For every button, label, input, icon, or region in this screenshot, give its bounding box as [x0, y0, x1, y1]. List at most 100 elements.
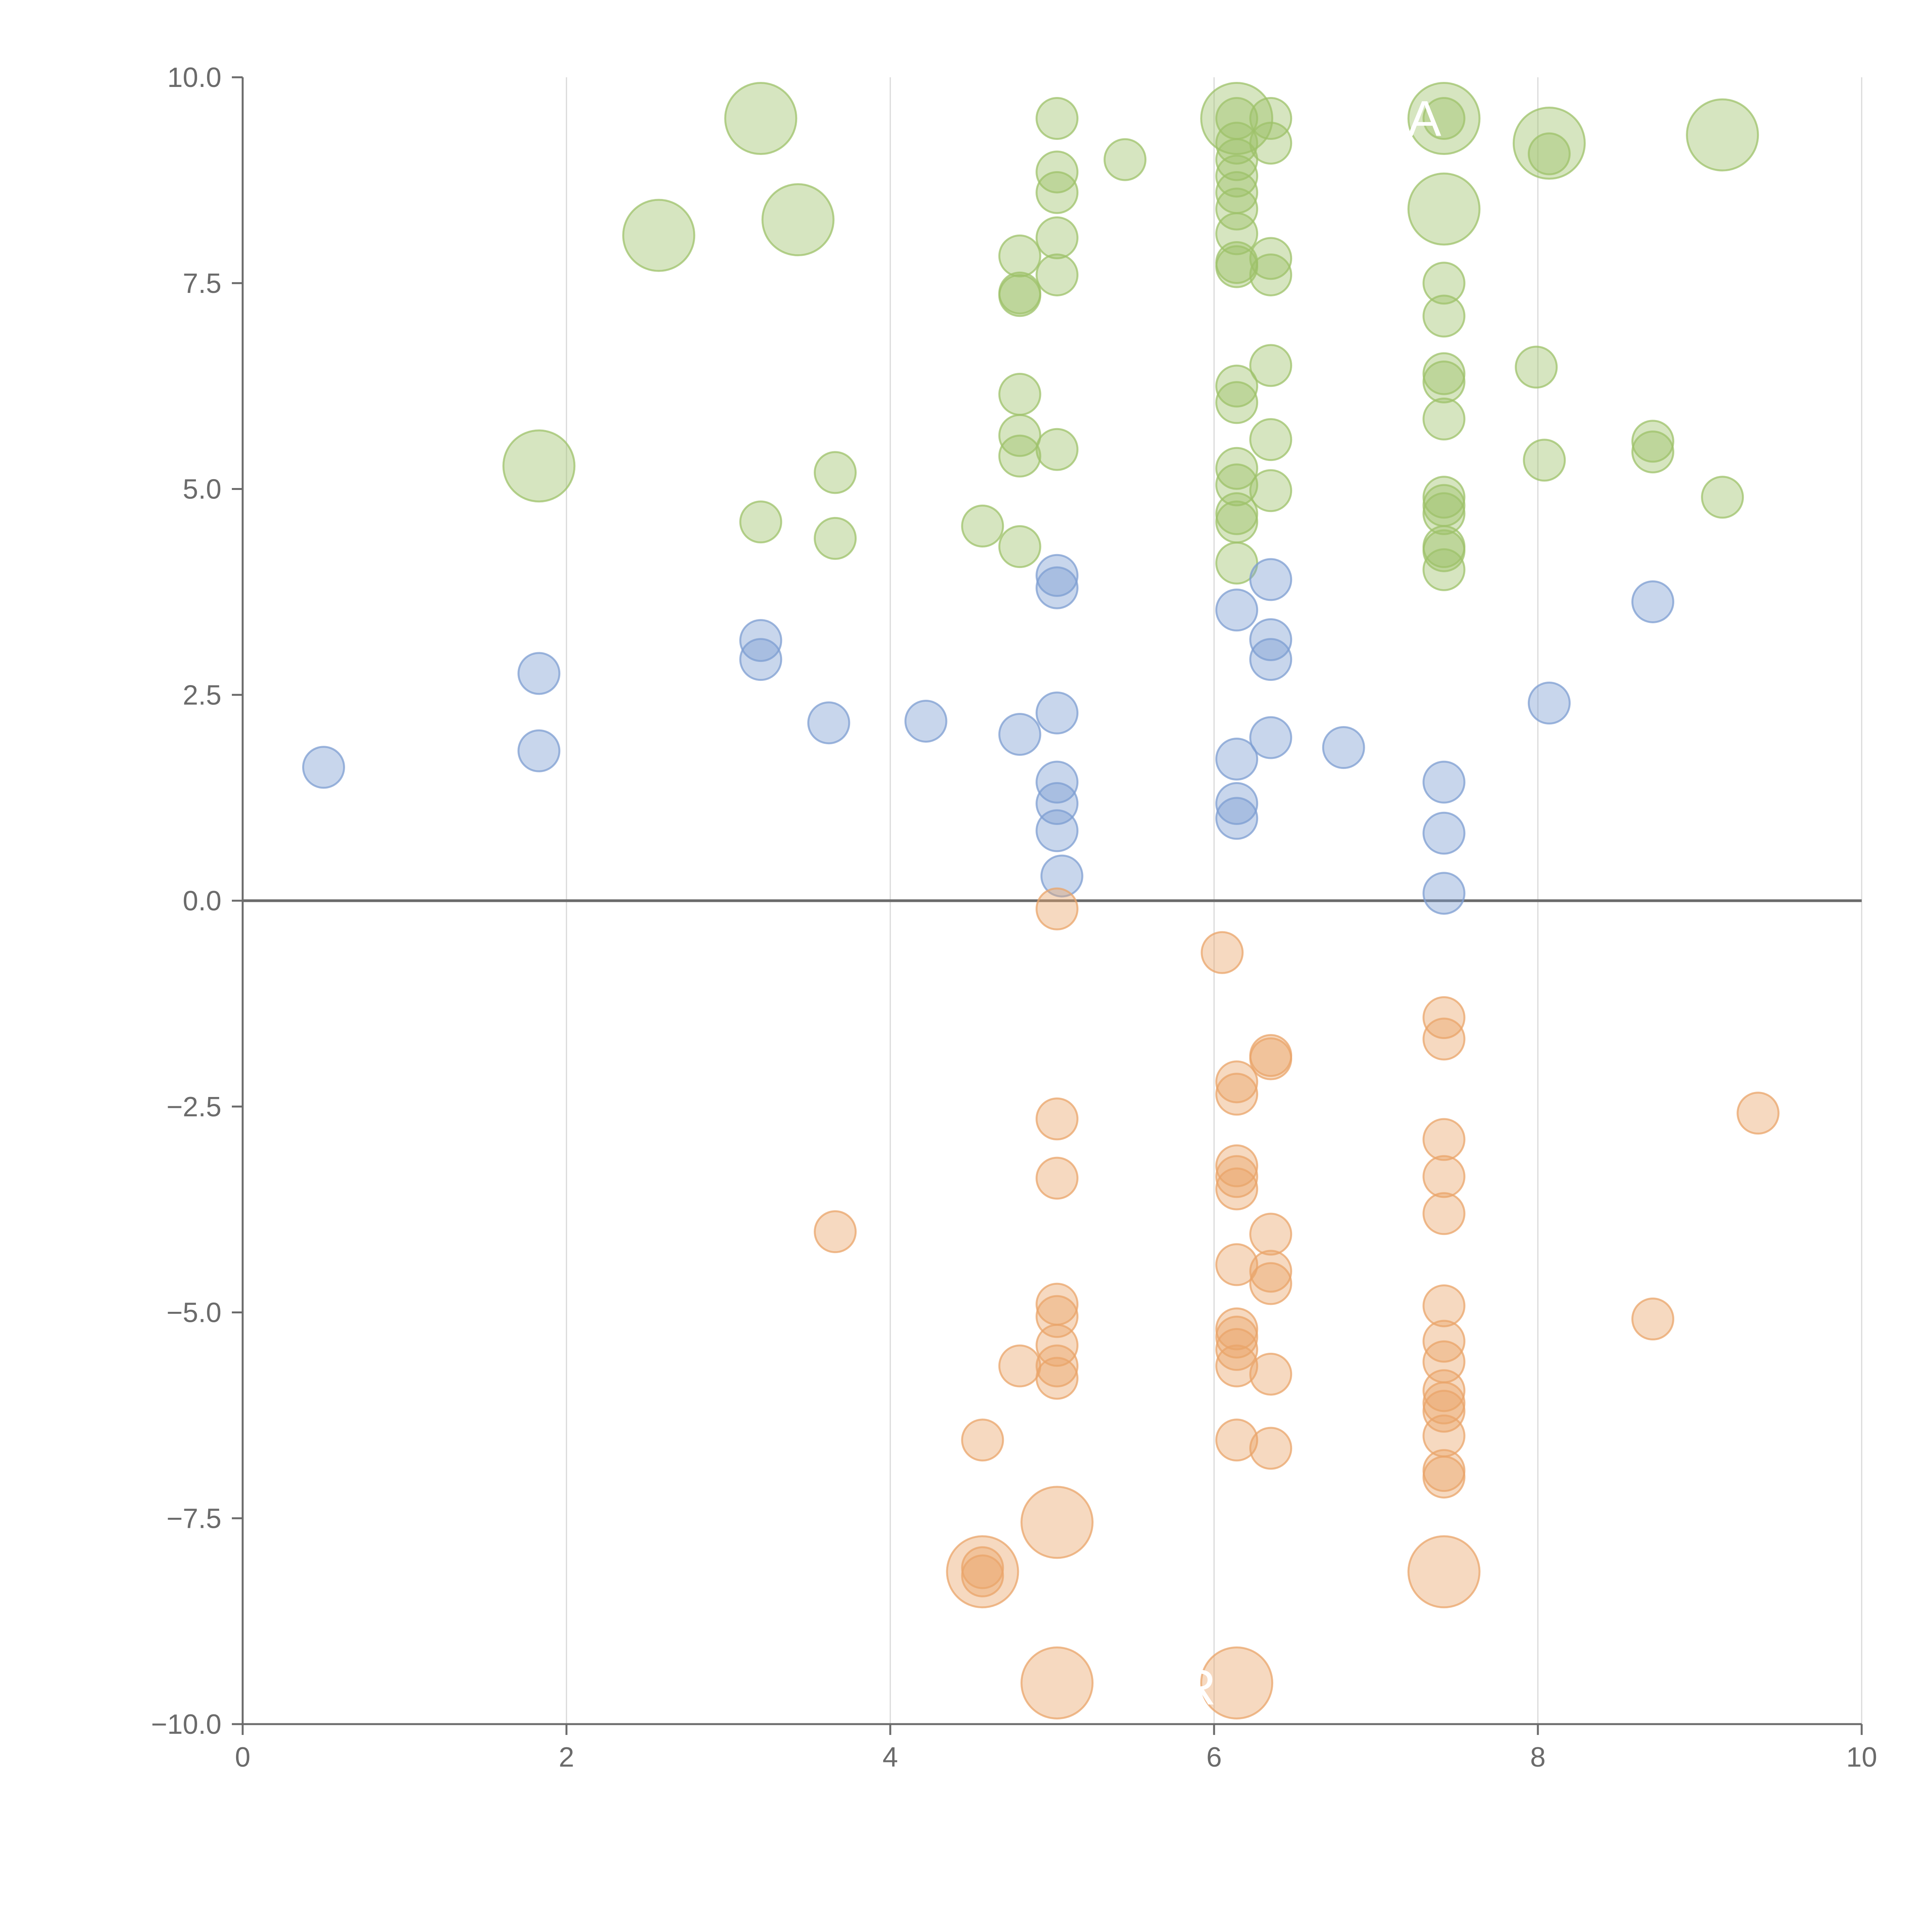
orange-bubble	[1249, 1037, 1293, 1080]
green-bubble	[1249, 344, 1293, 387]
green-bubble	[1686, 98, 1759, 172]
annotation-label: R	[1180, 1659, 1216, 1715]
green-bubble	[724, 82, 798, 155]
blue-bubble	[904, 699, 947, 743]
green-bubble	[1422, 397, 1466, 440]
orange-bubble	[1036, 887, 1079, 930]
y-tick-label: 10.0	[167, 62, 221, 93]
orange-bubble	[1215, 1328, 1259, 1371]
blue-bubble	[1215, 797, 1259, 840]
green-bubble	[1407, 172, 1481, 246]
y-tick-label: 7.5	[183, 268, 221, 299]
green-bubble	[1422, 294, 1466, 338]
blue-bubble	[1422, 811, 1466, 855]
green-bubble	[1701, 476, 1744, 519]
y-tick-label: 2.5	[183, 680, 221, 711]
orange-bubble	[1215, 1167, 1259, 1211]
green-bubble	[814, 451, 857, 494]
orange-bubble	[1036, 1097, 1079, 1141]
blue-bubble	[1422, 872, 1466, 915]
x-tick-label: 2	[559, 1742, 574, 1773]
green-bubble	[1422, 492, 1466, 535]
y-tick-label: 5.0	[183, 474, 221, 505]
green-bubble	[1215, 155, 1259, 198]
blue-bubble	[1036, 566, 1079, 609]
green-bubble	[761, 183, 835, 257]
orange-bubble	[814, 1210, 857, 1253]
green-bubble	[1215, 381, 1259, 424]
green-bubble	[1215, 187, 1259, 231]
green-bubble	[814, 517, 857, 560]
green-bubble	[1249, 121, 1293, 165]
orange-bubble	[1249, 1352, 1293, 1396]
blue-bubble	[517, 652, 561, 695]
y-tick-label: 0.0	[183, 886, 221, 917]
green-bubble	[998, 372, 1041, 416]
green-bubble	[1215, 245, 1259, 288]
orange-bubble	[1215, 1144, 1259, 1187]
data-points	[302, 82, 1780, 1719]
blue-bubble	[302, 746, 345, 789]
orange-bubble	[946, 1535, 1019, 1609]
annotation-label: A	[1408, 90, 1441, 147]
orange-bubble	[1215, 1155, 1259, 1198]
orange-bubble	[1201, 931, 1244, 974]
orange-bubble	[1422, 1284, 1466, 1327]
green-bubble	[1215, 121, 1259, 165]
blue-bubble	[998, 713, 1041, 756]
green-bubble	[1036, 253, 1079, 296]
green-bubble	[1515, 345, 1558, 389]
orange-bubble	[1215, 1418, 1259, 1462]
x-tick-label: 10	[1846, 1742, 1877, 1773]
orange-bubble	[1249, 1427, 1293, 1470]
green-bubble	[1249, 418, 1293, 461]
green-bubble	[961, 504, 1004, 548]
y-tick-label: −7.5	[167, 1503, 221, 1534]
orange-bubble	[1422, 1456, 1466, 1499]
orange-bubble	[1631, 1298, 1674, 1341]
blue-bubble	[1040, 854, 1083, 898]
orange-bubble	[1249, 1250, 1293, 1293]
blue-bubble	[1036, 554, 1079, 597]
orange-bubble	[961, 1554, 1004, 1597]
orange-bubble	[1020, 1646, 1094, 1719]
x-tick-label: 8	[1530, 1742, 1546, 1773]
green-bubble	[1527, 132, 1571, 175]
blue-bubble	[1631, 580, 1674, 623]
orange-bubble	[1215, 1344, 1259, 1388]
green-bubble	[1215, 364, 1259, 408]
x-tick-label: 4	[883, 1742, 898, 1773]
orange-bubble	[1215, 1073, 1259, 1116]
orange-bubble	[1020, 1486, 1094, 1559]
green-bubble	[1422, 262, 1466, 305]
orange-bubble	[1422, 1155, 1466, 1198]
orange-bubble	[1407, 1535, 1481, 1609]
green-bubble	[1631, 420, 1674, 463]
orange-bubble	[1215, 1060, 1259, 1104]
blue-bubble	[1249, 638, 1293, 681]
green-bubble	[998, 271, 1041, 315]
green-bubble	[1422, 529, 1466, 572]
orange-bubble	[961, 1418, 1004, 1462]
green-bubble	[1036, 216, 1079, 260]
green-bubble	[1422, 97, 1466, 140]
orange-bubble	[1249, 1262, 1293, 1305]
orange-bubble	[1422, 1192, 1466, 1235]
axes: 0 2 4 6 8 10 10.0 7.5 5.0 2.5 0.0 −2.5 −5.0 −7.5 −10.0	[151, 62, 1877, 1773]
x-tick-label: 0	[235, 1742, 250, 1773]
blue-bubble	[1036, 691, 1079, 735]
green-bubble	[1249, 253, 1293, 296]
blue-bubble	[739, 619, 782, 662]
orange-bubble	[1422, 1118, 1466, 1161]
blue-bubble	[1036, 809, 1079, 852]
y-tick-label: −5.0	[167, 1298, 221, 1328]
green-bubble	[1104, 138, 1147, 181]
blue-bubble	[1527, 682, 1571, 725]
green-bubble	[1422, 360, 1466, 403]
orange-bubble	[1215, 1243, 1259, 1286]
green-bubble	[1523, 439, 1566, 482]
orange-bubble	[1249, 1213, 1293, 1256]
green-bubble	[1631, 430, 1674, 474]
blue-bubble	[807, 701, 850, 745]
